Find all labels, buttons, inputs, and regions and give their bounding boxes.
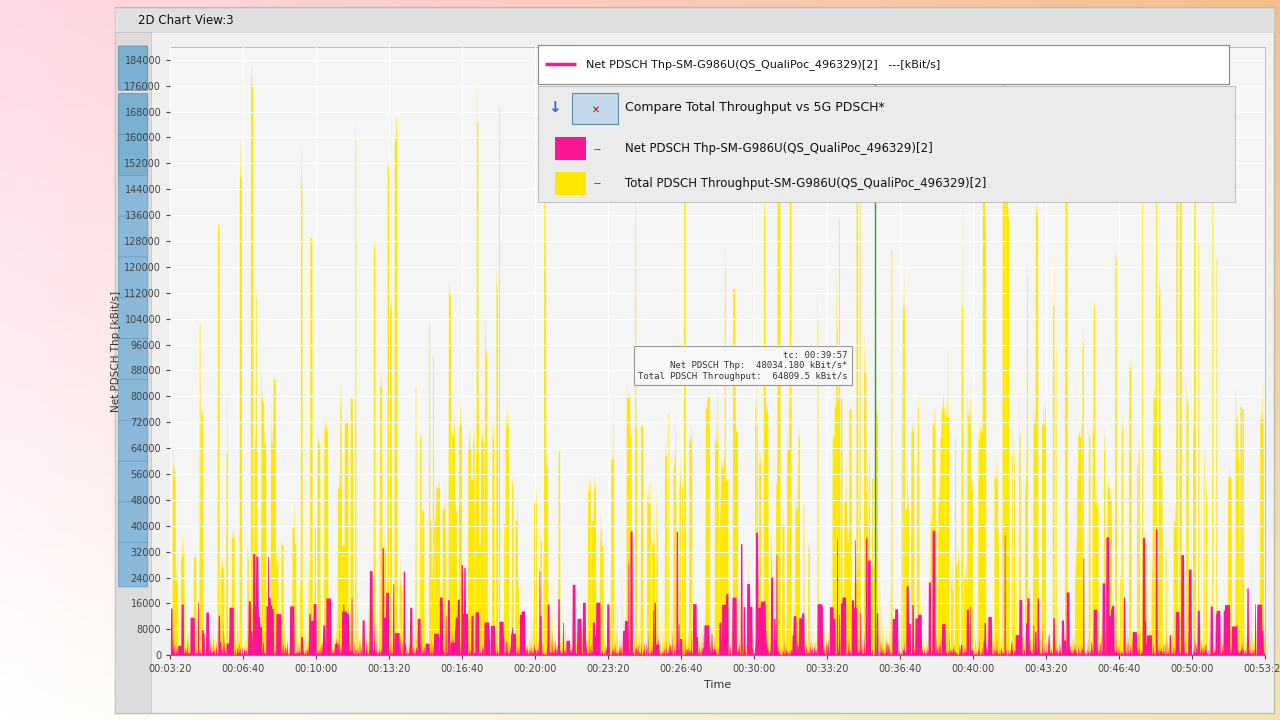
FancyBboxPatch shape bbox=[119, 46, 147, 90]
Text: Total PDSCH Throughput-SM-G986U(QS_QualiPoc_496329)[2]: Total PDSCH Throughput-SM-G986U(QS_Quali… bbox=[625, 176, 986, 189]
FancyBboxPatch shape bbox=[119, 420, 147, 464]
Text: --: -- bbox=[594, 178, 602, 188]
Text: --: -- bbox=[594, 143, 602, 153]
Y-axis label: Net PDSCH Thp [kBit/s]: Net PDSCH Thp [kBit/s] bbox=[111, 290, 122, 412]
FancyBboxPatch shape bbox=[556, 137, 586, 160]
FancyBboxPatch shape bbox=[119, 502, 147, 546]
FancyBboxPatch shape bbox=[119, 298, 147, 342]
Text: tc: 00:39:57
Net PDSCH Thp:  48034.180 kBit/s*
Total PDSCH Throughput:  64809.5 : tc: 00:39:57 Net PDSCH Thp: 48034.180 kB… bbox=[637, 351, 847, 381]
Text: ↓: ↓ bbox=[548, 99, 561, 114]
FancyBboxPatch shape bbox=[119, 94, 147, 138]
Text: Compare Total Throughput vs 5G PDSCH*: Compare Total Throughput vs 5G PDSCH* bbox=[625, 101, 884, 114]
FancyBboxPatch shape bbox=[119, 543, 147, 587]
FancyBboxPatch shape bbox=[119, 135, 147, 179]
FancyBboxPatch shape bbox=[119, 461, 147, 505]
FancyBboxPatch shape bbox=[119, 216, 147, 261]
X-axis label: Time: Time bbox=[704, 680, 731, 690]
Text: Net PDSCH Thp-SM-G986U(QS_QualiPoc_496329)[2]: Net PDSCH Thp-SM-G986U(QS_QualiPoc_49632… bbox=[625, 142, 933, 155]
FancyBboxPatch shape bbox=[119, 338, 147, 383]
FancyBboxPatch shape bbox=[119, 175, 147, 220]
FancyBboxPatch shape bbox=[556, 171, 586, 194]
FancyBboxPatch shape bbox=[119, 379, 147, 423]
Text: 2D Chart View:3: 2D Chart View:3 bbox=[138, 14, 234, 27]
Text: ✕: ✕ bbox=[591, 104, 599, 114]
Text: Net PDSCH Thp-SM-G986U(QS_QualiPoc_496329)[2]   ---[kBit/s]: Net PDSCH Thp-SM-G986U(QS_QualiPoc_49632… bbox=[586, 59, 941, 70]
FancyBboxPatch shape bbox=[119, 257, 147, 301]
FancyBboxPatch shape bbox=[572, 93, 618, 124]
